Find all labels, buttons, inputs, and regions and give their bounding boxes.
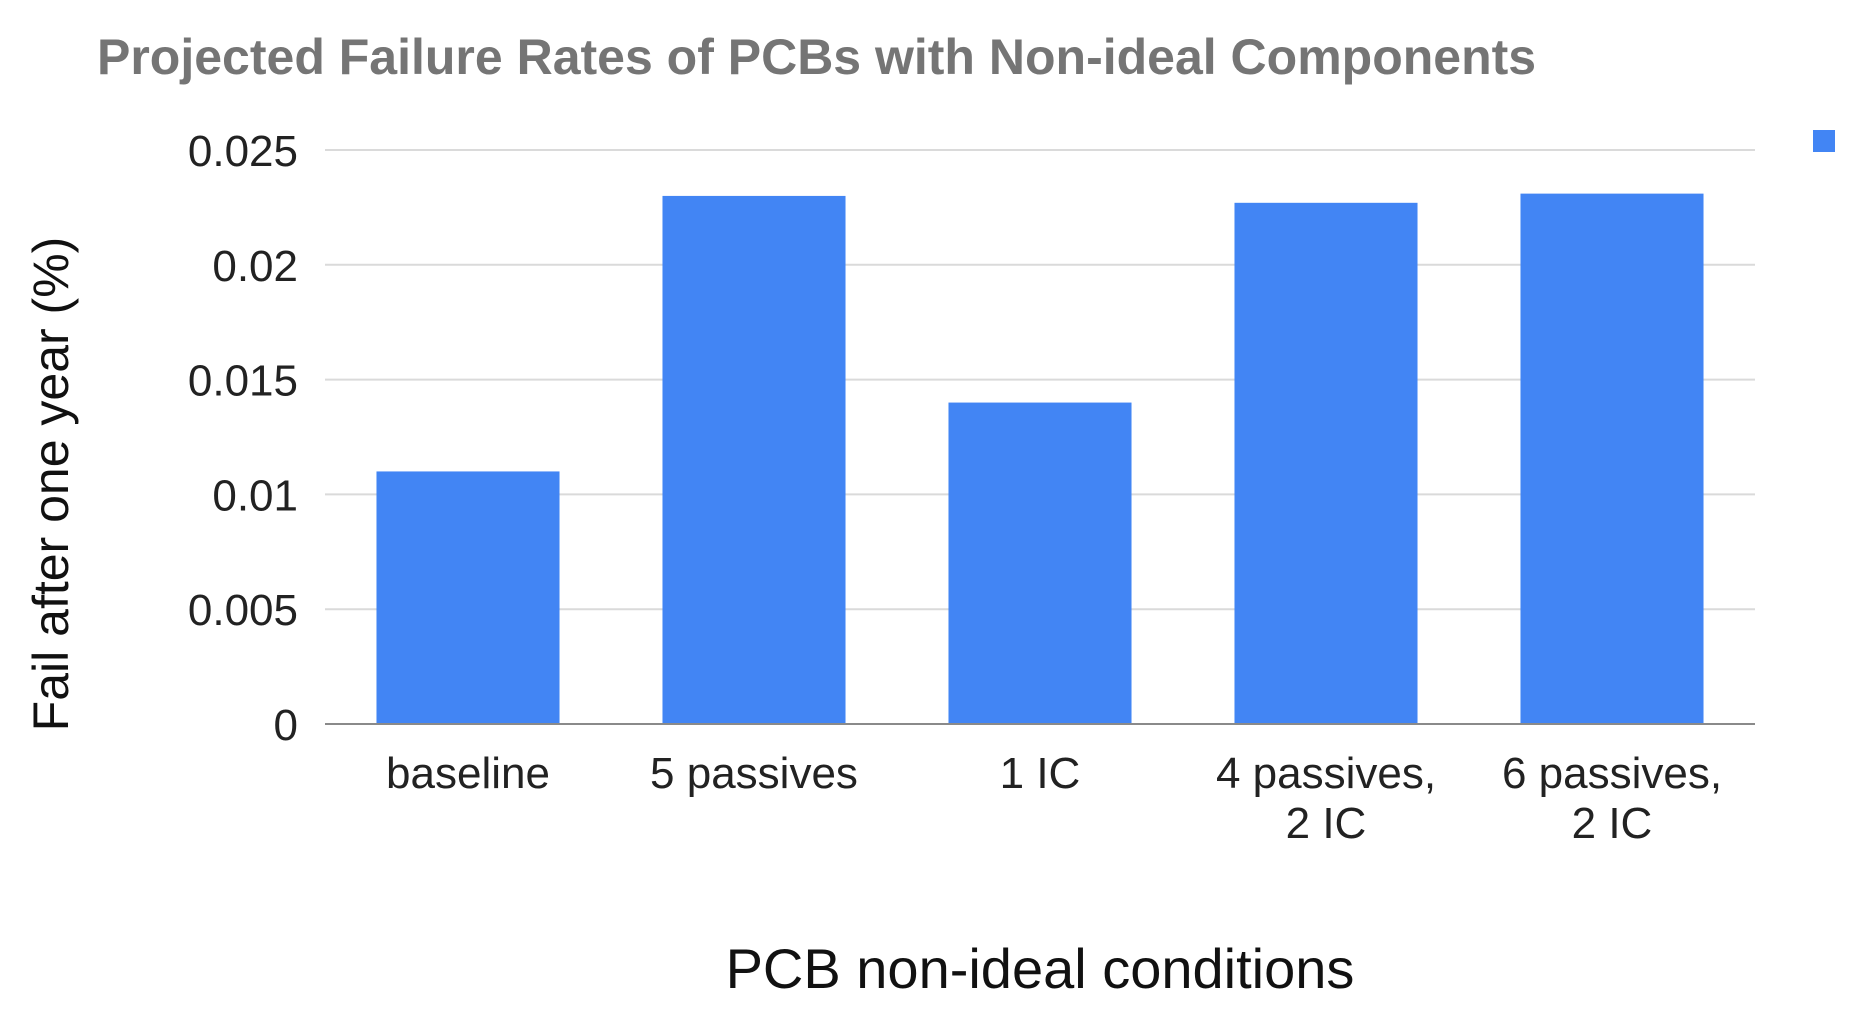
chart-title: Projected Failure Rates of PCBs with Non… xyxy=(97,29,1536,85)
y-tick-label: 0.01 xyxy=(212,471,298,520)
x-tick-label: baseline xyxy=(386,749,550,798)
y-tick-label: 0.005 xyxy=(188,586,298,635)
y-tick-label: 0.02 xyxy=(212,242,298,291)
y-axis-ticks: 0 0.005 0.01 0.015 0.02 0.025 xyxy=(188,127,298,750)
y-tick-label: 0.025 xyxy=(188,127,298,176)
bar xyxy=(1234,202,1418,725)
bars xyxy=(376,193,1704,725)
x-tick-label: 5 passives xyxy=(650,749,858,798)
bar xyxy=(948,402,1132,724)
gridlines xyxy=(325,149,1755,611)
y-tick-label: 0 xyxy=(274,701,298,750)
x-tick-label: 6 passives, 2 IC xyxy=(1502,749,1722,848)
x-axis-label: PCB non-ideal conditions xyxy=(726,937,1355,1000)
y-tick-label: 0.015 xyxy=(188,357,298,406)
legend-swatch xyxy=(1813,130,1835,152)
bar xyxy=(662,195,846,725)
bar xyxy=(1520,193,1704,724)
x-tick-label: 1 IC xyxy=(1000,749,1081,798)
x-axis-ticks: baseline 5 passives 1 IC 4 passives, 2 IC 6 p… xyxy=(386,749,1722,848)
bar xyxy=(376,471,560,724)
y-axis-label: Fail after one year (%) xyxy=(23,237,79,732)
x-tick-label: 4 passives, 2 IC xyxy=(1216,749,1436,848)
